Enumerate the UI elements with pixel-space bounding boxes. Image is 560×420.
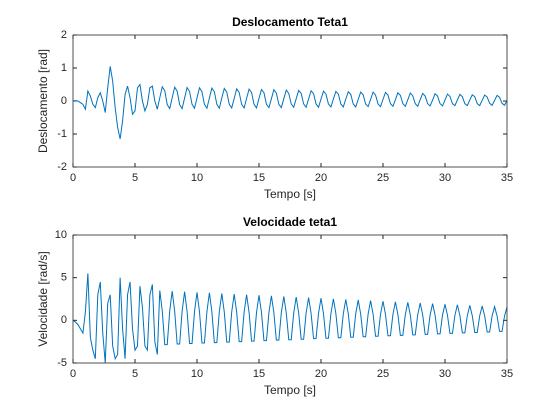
x-tick-label: 25: [377, 368, 389, 380]
x-tick-label: 20: [315, 368, 327, 380]
y-tick-label: 1: [61, 62, 67, 74]
data-line: [72, 273, 508, 364]
x-tick-label: 5: [132, 172, 138, 184]
y-tick-label: -1: [57, 128, 67, 140]
x-tick-label: 20: [315, 172, 327, 184]
y-tick-label: -5: [57, 357, 67, 369]
y-tick-label: -2: [57, 161, 67, 173]
x-tick-label: 0: [70, 368, 76, 380]
axes-area: [73, 35, 507, 167]
chart-title: Deslocamento Teta1: [232, 15, 348, 29]
chart-title: Velocidade teta1: [243, 215, 337, 229]
x-axis-label: Tempo [s]: [264, 383, 316, 397]
x-tick-label: 35: [501, 368, 513, 380]
x-tick-label: 35: [501, 172, 513, 184]
x-tick-label: 0: [70, 172, 76, 184]
x-axis-label: Tempo [s]: [264, 187, 316, 201]
axes-area: [73, 235, 507, 363]
y-tick-label: 2: [61, 29, 67, 41]
data-line: [72, 66, 508, 140]
axes-box: [72, 234, 508, 364]
x-tick-label: 15: [253, 368, 265, 380]
x-tick-label: 15: [253, 172, 265, 184]
x-tick-label: 30: [439, 172, 451, 184]
y-tick-label: 0: [61, 95, 67, 107]
y-tick-label: 0: [61, 314, 67, 326]
x-tick-label: 30: [439, 368, 451, 380]
x-tick-label: 25: [377, 172, 389, 184]
y-tick-label: 10: [55, 229, 67, 241]
axes-box: [72, 34, 508, 168]
y-axis-label: Deslocamento [rad]: [36, 49, 50, 153]
x-tick-label: 10: [191, 172, 203, 184]
y-tick-label: 5: [61, 272, 67, 284]
y-axis-label: Velocidade [rad/s]: [36, 251, 50, 346]
x-tick-label: 10: [191, 368, 203, 380]
x-tick-label: 5: [132, 368, 138, 380]
